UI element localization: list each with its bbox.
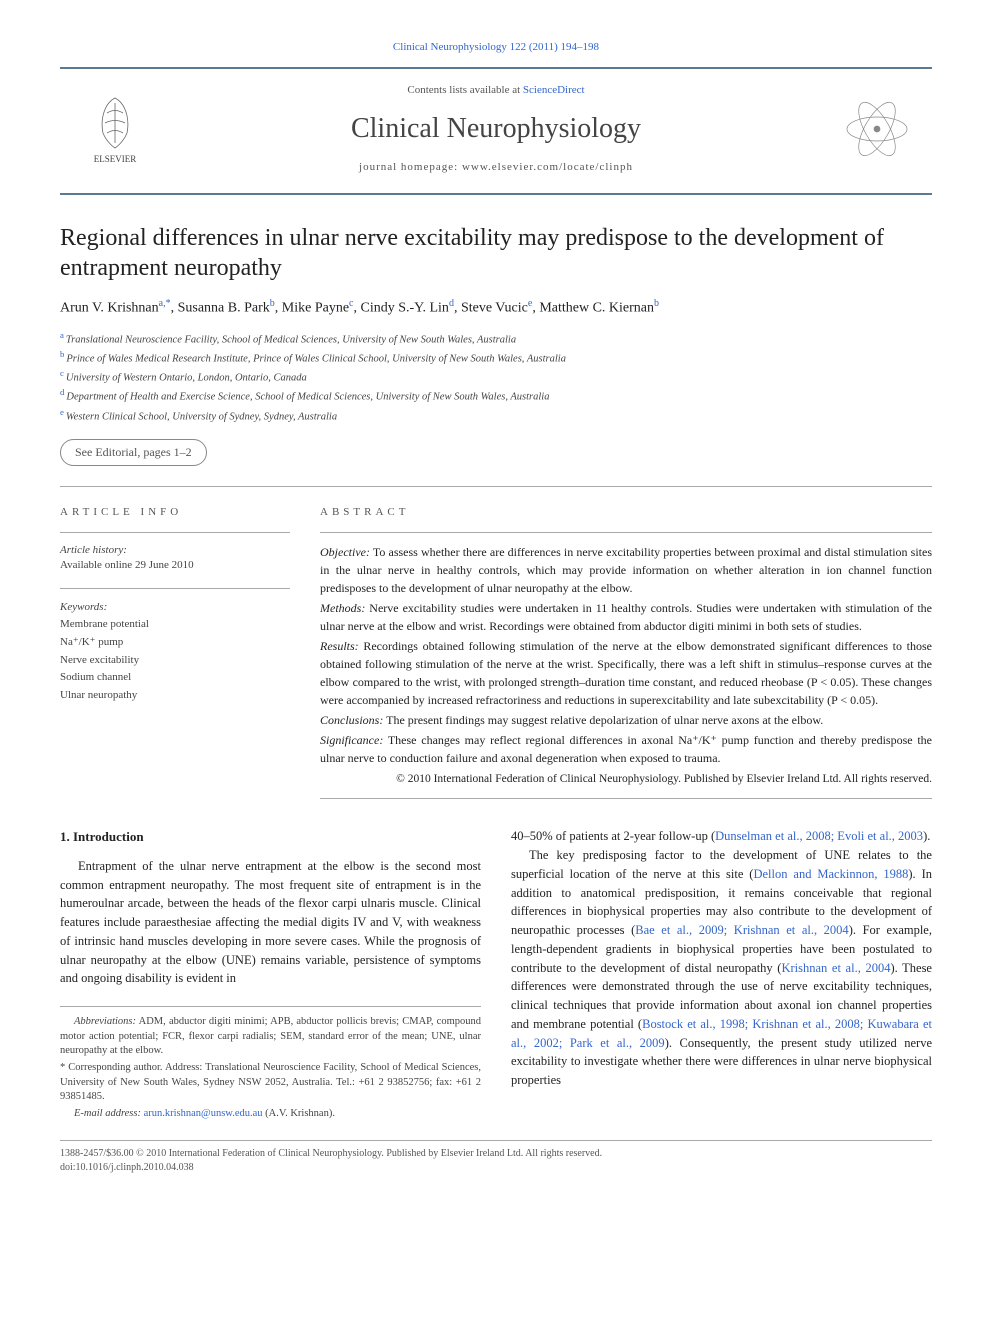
ref-link[interactable]: Bae et al., 2009; Krishnan et al., 2004 (635, 923, 848, 937)
article-title: Regional differences in ulnar nerve exci… (60, 223, 932, 283)
homepage-url[interactable]: www.elsevier.com/locate/clinph (462, 161, 633, 173)
keywords-block: Keywords: Membrane potential Na⁺/K⁺ pump… (60, 588, 290, 705)
abstract-copyright: © 2010 International Federation of Clini… (320, 771, 932, 788)
introduction-head: 1. Introduction (60, 827, 481, 847)
journal-homepage: journal homepage: www.elsevier.com/locat… (168, 160, 824, 175)
corresponding-author: * Corresponding author. Address: Transla… (60, 1061, 481, 1105)
article-info-head: ARTICLE INFO (60, 505, 290, 520)
intro-p1: Entrapment of the ulnar nerve entrapment… (60, 857, 481, 988)
intro-p3: The key predisposing factor to the devel… (511, 846, 932, 1090)
contents-available: Contents lists available at ScienceDirec… (168, 83, 824, 98)
abstract-body: Objective: To assess whether there are d… (320, 532, 932, 799)
footer: 1388-2457/$36.00 © 2010 International Fe… (60, 1140, 932, 1175)
email-link[interactable]: arun.krishnan@unsw.edu.au (144, 1108, 263, 1119)
journal-name: Clinical Neurophysiology (168, 109, 824, 148)
affiliations: aTranslational Neuroscience Facility, Sc… (60, 329, 932, 425)
sciencedirect-link[interactable]: ScienceDirect (523, 84, 585, 96)
ref-link[interactable]: Krishnan et al., 2004 (781, 961, 890, 975)
abbreviations: Abbreviations: ADM, abductor digiti mini… (60, 1015, 481, 1059)
editorial-badge[interactable]: See Editorial, pages 1–2 (60, 439, 207, 466)
article-history: Article history: Available online 29 Jun… (60, 532, 290, 574)
authors-line: Arun V. Krishnana,*, Susanna B. Parkb, M… (60, 297, 932, 318)
ref-link[interactable]: Dunselman et al., 2008; Evoli et al., 20… (715, 829, 923, 843)
journal-logo-icon (842, 94, 912, 164)
ref-link[interactable]: Dellon and Mackinnon, 1988 (753, 867, 908, 881)
email-line: E-mail address: arun.krishnan@unsw.edu.a… (60, 1107, 481, 1122)
header-citation: Clinical Neurophysiology 122 (2011) 194–… (60, 40, 932, 55)
masthead: ELSEVIER Contents lists available at Sci… (60, 67, 932, 195)
elsevier-logo: ELSEVIER (80, 89, 150, 169)
intro-p2: 40–50% of patients at 2-year follow-up (… (511, 827, 932, 846)
abstract-head: ABSTRACT (320, 505, 932, 520)
